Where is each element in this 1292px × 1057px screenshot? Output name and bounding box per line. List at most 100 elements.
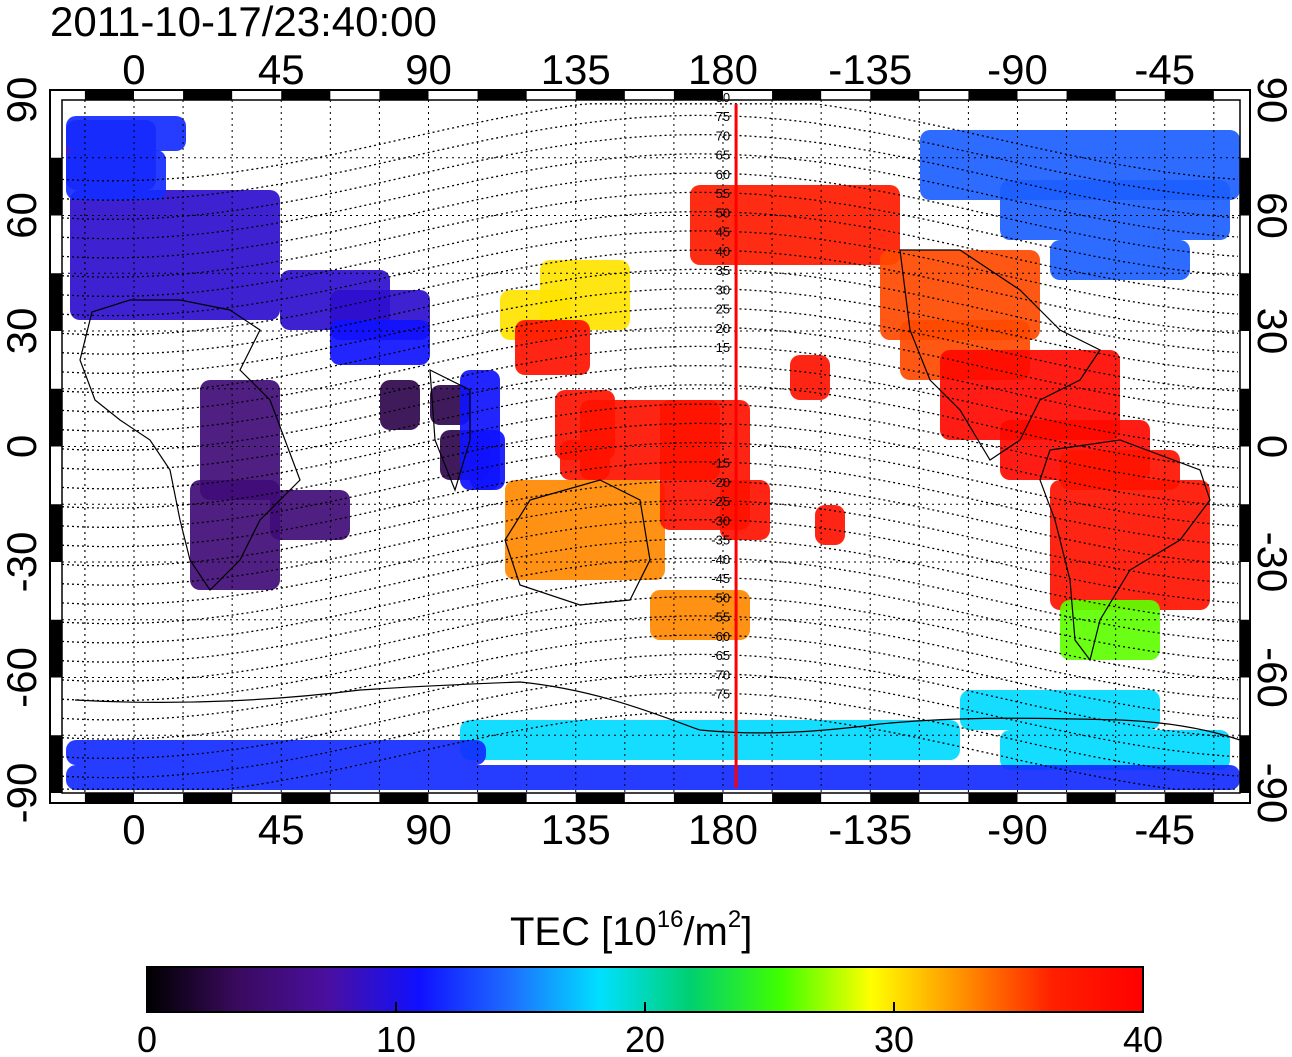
- tec-region-greenland-canada-east: [920, 130, 1240, 280]
- frame-dash: [50, 504, 62, 562]
- frame-dash: [870, 793, 920, 803]
- mlat-contour: [62, 268, 1239, 355]
- mlat-contour: [62, 307, 1239, 394]
- colorbar-tick-label: 30: [874, 1019, 914, 1057]
- tec-region-australia: [505, 480, 750, 640]
- lon-tick-label: -90: [987, 46, 1048, 93]
- mlat-label: -20: [711, 475, 730, 490]
- mlat-label: 30: [716, 282, 730, 297]
- lat-tick-label: -90: [0, 763, 45, 824]
- tec-patch: [790, 355, 830, 400]
- mlat-contour: [62, 134, 1239, 220]
- tec-patch: [66, 740, 486, 765]
- mlat-contour: [62, 519, 1239, 605]
- mlat-contour: [62, 461, 1239, 548]
- lat-tick-label: 60: [0, 192, 45, 239]
- frame-dash: [968, 90, 1018, 100]
- lat-tick-label: 60: [1249, 192, 1292, 239]
- lat-tick-label: -90: [1249, 763, 1292, 824]
- frame-dash: [477, 90, 527, 100]
- tec-patch: [880, 250, 1040, 340]
- lat-tick-label: 90: [0, 77, 45, 124]
- tec-patch: [190, 480, 280, 590]
- mlat-contour: [62, 615, 1239, 702]
- frame-dash: [1240, 504, 1250, 562]
- magnetic-latitude-labels: 8075706560555045403530252015-15-20-25-30…: [711, 90, 730, 702]
- lon-tick-label: 135: [541, 806, 611, 853]
- tec-patch: [1050, 480, 1210, 610]
- tec-patch: [66, 116, 186, 151]
- mlat-contour: [62, 576, 1239, 663]
- mlat-contour: [62, 249, 1239, 336]
- lat-tick-label: -30: [1249, 532, 1292, 593]
- mlat-label: -15: [711, 456, 730, 471]
- lon-tick-label: 90: [405, 46, 452, 93]
- map-frame: [49, 89, 1251, 804]
- mlat-contour: [62, 673, 1239, 759]
- frame-dash: [772, 90, 822, 100]
- mlat-contour: [62, 153, 1239, 240]
- frame-dash: [477, 793, 527, 803]
- frame-dash: [1240, 388, 1250, 447]
- frame-dash: [50, 157, 62, 216]
- mlat-label: -60: [711, 629, 730, 644]
- frame-dash: [183, 90, 233, 100]
- mlat-contour: [62, 345, 1239, 432]
- mlat-contour: [62, 230, 1239, 317]
- mlat-label: -55: [711, 610, 730, 625]
- magnetic-latitude-contours: [62, 103, 1239, 790]
- lon-tick-label: -45: [1134, 806, 1195, 853]
- colorbar-tick-label: 40: [1123, 1019, 1163, 1057]
- mlat-label: 45: [716, 225, 730, 240]
- mlat-contour: [62, 191, 1239, 278]
- tec-region-north-atlantic-arctic: [66, 116, 186, 200]
- frame-dash: [968, 793, 1018, 803]
- lon-tick-label: 45: [258, 806, 305, 853]
- mlat-contour: [62, 480, 1239, 567]
- mlat-contour: [62, 288, 1239, 374]
- frame-dash: [1240, 273, 1250, 331]
- lon-tick-label: 90: [405, 806, 452, 853]
- tec-patch: [380, 380, 420, 430]
- frame-dash: [1240, 735, 1250, 793]
- tec-patch: [1000, 180, 1230, 240]
- mlat-contour: [62, 384, 1239, 471]
- frame-dash: [1240, 619, 1250, 678]
- lat-tick-label: 90: [1249, 77, 1292, 124]
- mlat-contour: [62, 403, 1239, 490]
- frame-dash: [281, 793, 331, 803]
- mlat-contour: [62, 442, 1239, 528]
- mlat-label: -30: [711, 513, 730, 528]
- mlat-label: 35: [716, 263, 730, 278]
- frame-dash: [281, 90, 331, 100]
- mlat-label: 60: [716, 167, 730, 182]
- mlat-label: 40: [716, 244, 730, 259]
- frame-dash: [575, 793, 625, 803]
- frame-dash: [1164, 793, 1214, 803]
- lat-tick-label: -60: [0, 647, 45, 708]
- mlat-label: 50: [716, 205, 730, 220]
- frame-dash: [50, 619, 62, 678]
- lat-tick-label: -30: [0, 532, 45, 593]
- tec-patch: [940, 350, 1120, 440]
- mlat-contour: [62, 692, 1239, 779]
- tec-patch: [460, 720, 960, 760]
- mlat-label: -50: [711, 590, 730, 605]
- colorbar-tick-label: 20: [625, 1019, 665, 1057]
- frame-dash: [772, 793, 822, 803]
- frame-dash: [50, 735, 62, 793]
- lon-tick-label: -45: [1134, 46, 1195, 93]
- top-longitude-labels: 0 45 90 135 180 -135 -90 -45: [122, 46, 1195, 93]
- colorbar-label: TEC [1016/m2]: [510, 906, 752, 954]
- lat-tick-label: 0: [1249, 435, 1292, 458]
- frame-dash: [1164, 90, 1214, 100]
- mlat-contour: [62, 103, 1239, 182]
- mlat-contour: [62, 711, 1238, 790]
- colorbar-tick-label: 0: [137, 1019, 157, 1057]
- colorbar-tick-label: 10: [376, 1019, 416, 1057]
- tec-patch: [960, 690, 1160, 730]
- frame-dash: [379, 793, 429, 803]
- tec-patch: [650, 590, 750, 640]
- lon-tick-label: 135: [541, 46, 611, 93]
- mlat-label: 25: [716, 302, 730, 317]
